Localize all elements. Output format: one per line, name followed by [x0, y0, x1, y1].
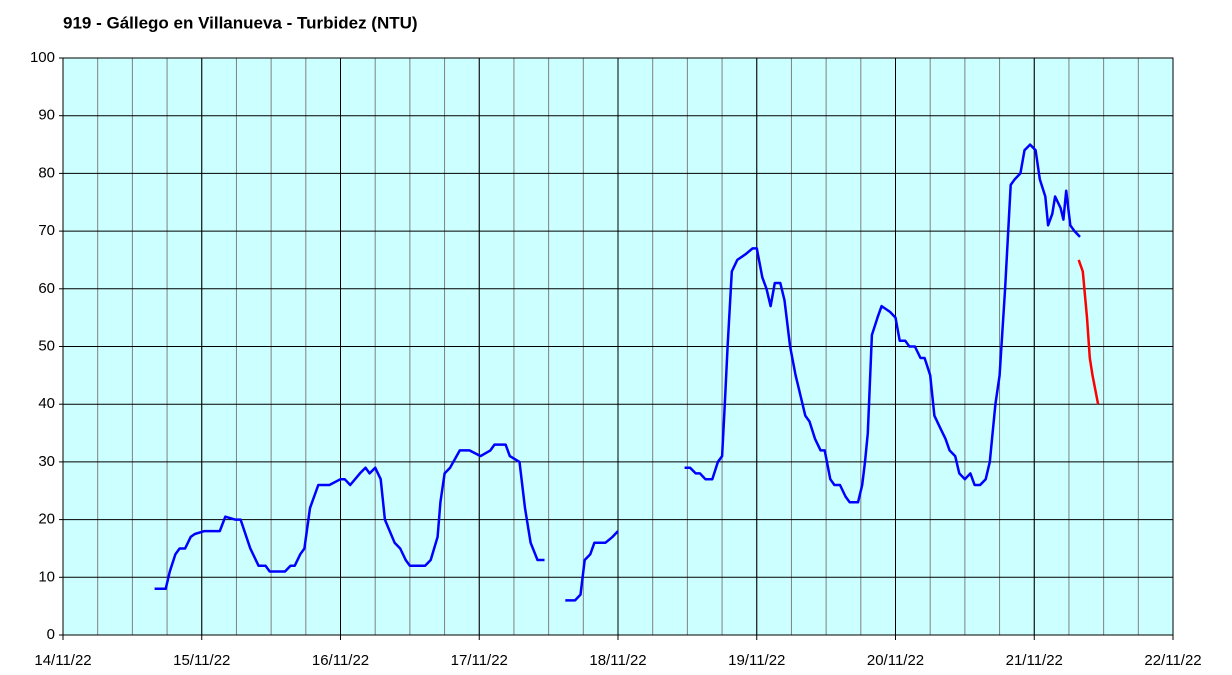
x-tick-label: 21/11/22 — [1006, 652, 1063, 669]
x-tick-label: 18/11/22 — [589, 652, 646, 669]
y-tick-label: 20 — [38, 511, 55, 528]
y-tick-label: 100 — [30, 49, 55, 66]
x-tick-label: 15/11/22 — [173, 652, 230, 669]
y-tick-label: 80 — [38, 164, 55, 181]
x-tick-label: 22/11/22 — [1144, 652, 1201, 669]
x-tick-label: 14/11/22 — [34, 652, 91, 669]
y-tick-label: 70 — [38, 222, 55, 239]
x-tick-label: 17/11/22 — [451, 652, 508, 669]
y-tick-label: 90 — [38, 107, 55, 124]
y-tick-label: 0 — [47, 626, 55, 643]
y-tick-label: 10 — [38, 568, 55, 585]
y-tick-label: 60 — [38, 280, 55, 297]
data-line — [154, 143, 1081, 602]
x-tick-label: 20/11/22 — [867, 652, 924, 669]
y-tick-label: 30 — [38, 453, 55, 470]
y-tick-label: 40 — [38, 395, 55, 412]
chart-title: 919 - Gállego en Villanueva - Turbidez (… — [63, 13, 418, 32]
x-tick-label: 16/11/22 — [312, 652, 369, 669]
x-tick-label: 19/11/22 — [728, 652, 785, 669]
data-line — [1077, 259, 1100, 405]
plot-frame — [62, 57, 1174, 636]
y-tick-label: 50 — [38, 337, 55, 354]
